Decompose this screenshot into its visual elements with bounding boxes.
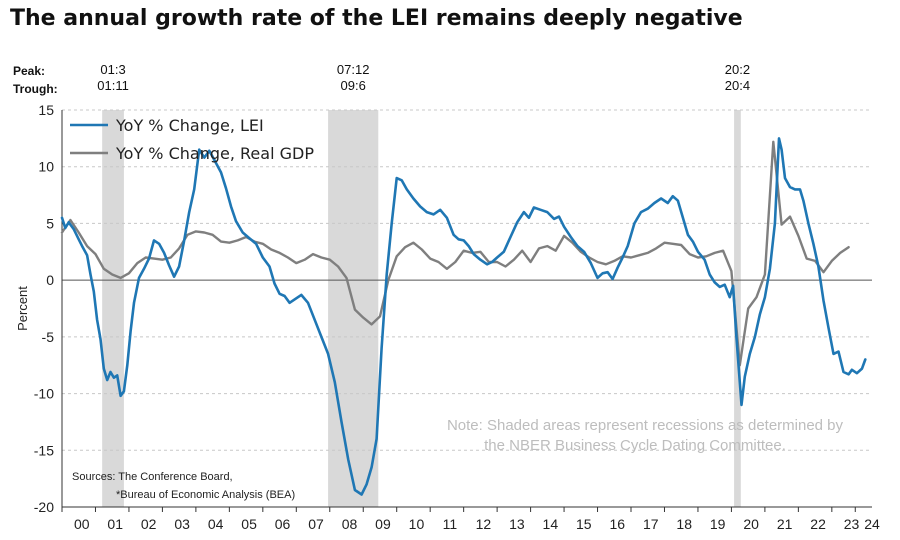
x-tick-label: 10 [409,516,425,532]
x-tick-label: 16 [609,516,625,532]
x-tick-label: 12 [476,516,492,532]
y-tick-label: -5 [42,329,55,345]
y-tick-label: -20 [34,499,54,515]
source-line1: Sources: The Conference Board, [72,471,233,483]
x-tick-label: 18 [676,516,692,532]
recession-band [328,110,379,507]
source-line2: *Bureau of Economic Analysis (BEA) [116,489,295,501]
x-tick-label: 22 [810,516,826,532]
x-tick-label: 21 [777,516,793,532]
y-axis-title: Percent [15,286,30,331]
recession-trough-label: 01:11 [97,78,129,93]
x-tick-label: 14 [543,516,559,532]
x-tick-label: 01 [107,516,123,532]
note-annotation-line2: the NBER Business Cycle Dating Committee… [484,437,786,454]
series-line-lei [60,137,867,496]
recession-peak-label: 01:3 [100,62,125,77]
x-tick-label: 15 [576,516,592,532]
recession-peak-label: 07:12 [337,62,370,77]
x-tick-label: 20 [743,516,759,532]
recession-peak-label: 20:2 [725,62,750,77]
x-tick-label: 11 [443,516,458,532]
x-tick-label: 13 [509,516,525,532]
legend-label: YoY % Change, Real GDP [115,144,314,163]
peak-label: Peak: [13,64,46,78]
y-tick-label: 0 [46,272,54,288]
recession-trough-label: 20:4 [725,78,750,93]
x-tick-label: 19 [710,516,726,532]
x-tick-label: 00 [74,516,90,532]
recession-trough-label: 09:6 [341,78,366,93]
x-tick-label: 06 [275,516,291,532]
x-tick-label: 24 [864,516,880,532]
x-tick-label: 09 [375,516,391,532]
x-tick-label: 05 [241,516,257,532]
y-tick-label: 15 [38,102,54,118]
x-tick-label: 23 [844,516,860,532]
x-tick-label: 08 [342,516,358,532]
recession-band [734,110,741,507]
y-tick-label: -15 [34,442,54,458]
x-tick-label: 03 [174,516,190,532]
legend-label: YoY % Change, LEI [115,116,264,135]
y-tick-label: 5 [46,215,54,231]
x-tick-label: 07 [308,516,324,532]
x-tick-label: 04 [208,516,224,532]
series-line-gdp [60,140,850,367]
y-tick-label: -10 [34,386,54,402]
y-tick-label: 10 [38,159,54,175]
x-tick-label: 17 [643,516,659,532]
note-annotation-line1: Note: Shaded areas represent recessions … [447,417,844,434]
recession-band [102,110,124,507]
x-tick-label: 02 [141,516,157,532]
trough-label: Trough: [13,82,58,96]
chart-title: The annual growth rate of the LEI remain… [10,6,743,31]
